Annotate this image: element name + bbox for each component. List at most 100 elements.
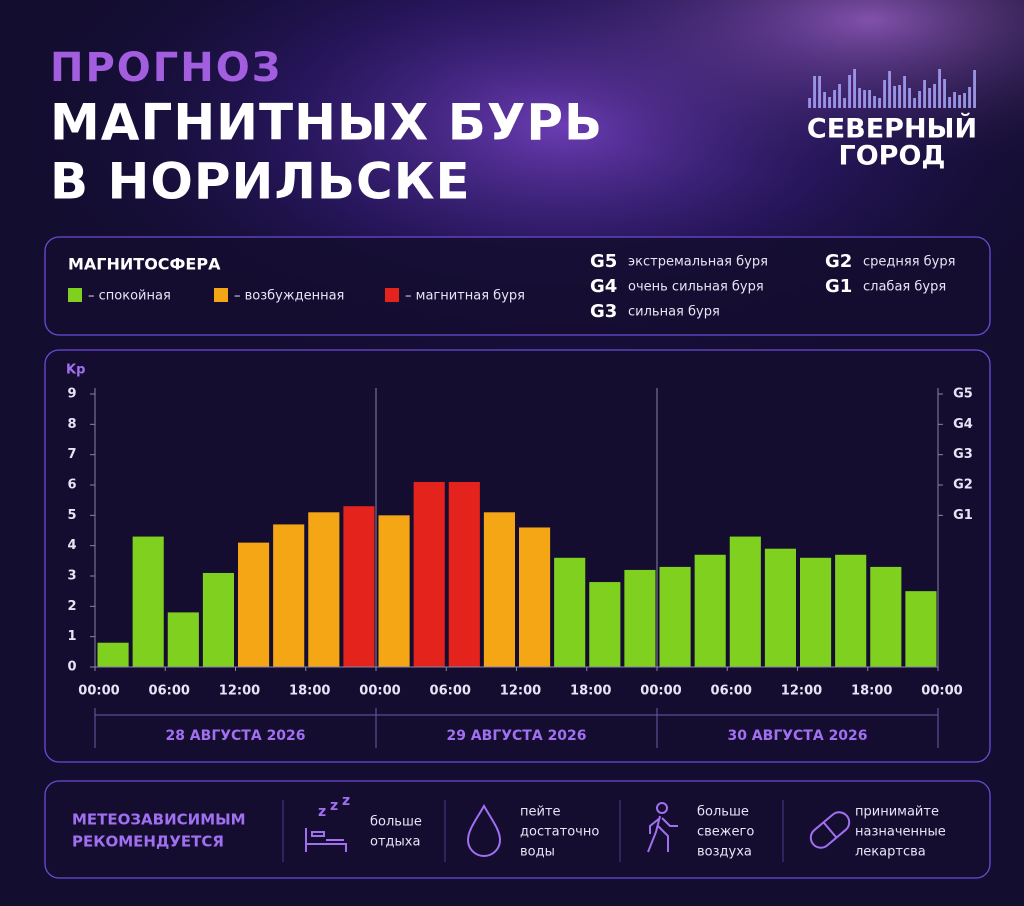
bar xyxy=(694,554,726,667)
bar xyxy=(132,536,164,667)
legend-swatch xyxy=(68,288,82,302)
x-tick-label: 12:00 xyxy=(781,684,822,699)
y-tick-label: 3 xyxy=(67,569,76,584)
bar xyxy=(97,642,129,667)
title-line: В НОРИЛЬСКЕ xyxy=(50,153,471,211)
storm-label: сильная буря xyxy=(628,305,720,320)
title-line: МАГНИТНЫХ БУРЬ xyxy=(50,94,603,152)
recommendation-text: принимайте xyxy=(855,805,939,820)
zzz-icon: z xyxy=(342,793,350,809)
recommendation-text: свежего xyxy=(697,825,754,840)
storm-label: очень сильная буря xyxy=(628,280,764,295)
x-tick-label: 06:00 xyxy=(149,684,190,699)
legend-label: – спокойная xyxy=(88,289,171,304)
x-tick-label: 06:00 xyxy=(430,684,471,699)
y-tick-label: 8 xyxy=(67,417,76,432)
logo-stripe xyxy=(923,80,926,108)
logo-text: СЕВЕРНЫЙ xyxy=(807,113,977,145)
recommendation-text: больше xyxy=(370,815,422,830)
logo-stripe xyxy=(918,91,921,108)
y-tick-label: 9 xyxy=(67,387,76,402)
recommendation-text: больше xyxy=(697,805,749,820)
logo-stripe xyxy=(878,98,881,108)
recommendation-text: достаточно xyxy=(520,825,599,840)
storm-level: G1 xyxy=(825,276,852,297)
bar xyxy=(167,612,199,667)
storm-level: G2 xyxy=(825,251,852,272)
logo-stripe xyxy=(808,98,811,108)
bar xyxy=(554,557,586,667)
x-tick-label: 18:00 xyxy=(851,684,892,699)
logo-stripe xyxy=(898,85,901,108)
x-tick-label: 12:00 xyxy=(500,684,541,699)
recommendation-panel xyxy=(44,780,991,879)
bar xyxy=(659,566,691,667)
logo-stripe xyxy=(943,79,946,108)
recommendation-title: МЕТЕОЗАВИСИМЫМ xyxy=(72,811,246,829)
bar xyxy=(870,566,902,667)
logo-stripe xyxy=(888,71,891,108)
walker-icon xyxy=(647,815,678,853)
storm-level: G5 xyxy=(590,251,617,272)
y-tick-label: 2 xyxy=(67,599,76,614)
y-axis-label: Kp xyxy=(66,363,85,378)
logo-stripe xyxy=(968,87,971,108)
bar xyxy=(238,542,270,667)
recommendation-text: назначенные xyxy=(855,825,946,840)
y2-tick-label: G3 xyxy=(953,447,973,462)
logo-text: ГОРОД xyxy=(839,141,946,172)
logo-stripe xyxy=(833,90,836,108)
logo-stripe xyxy=(893,86,896,108)
bar xyxy=(905,591,937,667)
y2-tick-label: G1 xyxy=(953,508,973,523)
logo-stripe xyxy=(953,92,956,108)
x-tick-label: 00:00 xyxy=(359,684,400,699)
x-tick-label: 00:00 xyxy=(640,684,681,699)
zzz-icon: z xyxy=(318,804,326,820)
x-tick-label: 00:00 xyxy=(921,684,962,699)
legend-swatch xyxy=(385,288,399,302)
logo: СЕВЕРНЫЙ ГОРОД xyxy=(807,69,977,172)
bar xyxy=(835,554,867,667)
walker-icon xyxy=(656,802,668,814)
day-label: 28 АВГУСТА 2026 xyxy=(165,728,305,744)
x-tick-label: 00:00 xyxy=(78,684,119,699)
logo-stripe xyxy=(883,80,886,108)
storm-label: слабая буря xyxy=(863,280,946,295)
bar xyxy=(589,582,621,667)
recommendation-text: лекартсва xyxy=(855,845,926,860)
bar xyxy=(308,512,340,667)
legend-title: МАГНИТОСФЕРА xyxy=(68,255,221,274)
logo-stripe xyxy=(863,90,866,108)
bar xyxy=(519,527,551,667)
bar xyxy=(764,548,796,667)
y-tick-label: 7 xyxy=(67,447,76,462)
zzz-icon: z xyxy=(330,798,338,814)
pill-icon xyxy=(809,811,851,849)
logo-stripe xyxy=(858,88,861,108)
y-tick-label: 5 xyxy=(67,508,76,523)
x-tick-label: 18:00 xyxy=(289,684,330,699)
bar xyxy=(202,572,234,667)
bar xyxy=(800,557,832,667)
logo-stripe xyxy=(868,90,871,108)
x-tick-label: 18:00 xyxy=(570,684,611,699)
day-label: 29 АВГУСТА 2026 xyxy=(446,728,586,744)
storm-label: средняя буря xyxy=(863,255,955,270)
y-tick-label: 4 xyxy=(67,538,76,553)
drop-icon xyxy=(466,803,502,857)
icons: z z z xyxy=(305,793,851,857)
bar xyxy=(624,569,656,667)
recommendation-text: отдыха xyxy=(370,835,420,850)
day-label: 30 АВГУСТА 2026 xyxy=(727,728,867,744)
legend-label: – магнитная буря xyxy=(405,289,525,304)
logo-stripe xyxy=(873,96,876,108)
logo-stripe xyxy=(838,84,841,108)
logo-stripe xyxy=(948,97,951,108)
logo-stripe xyxy=(913,98,916,108)
recommendation-text: пейте xyxy=(520,805,561,820)
logo-stripe xyxy=(828,97,831,108)
y2-tick-label: G5 xyxy=(953,387,973,402)
logo-stripe xyxy=(813,76,816,108)
bar xyxy=(273,524,305,667)
